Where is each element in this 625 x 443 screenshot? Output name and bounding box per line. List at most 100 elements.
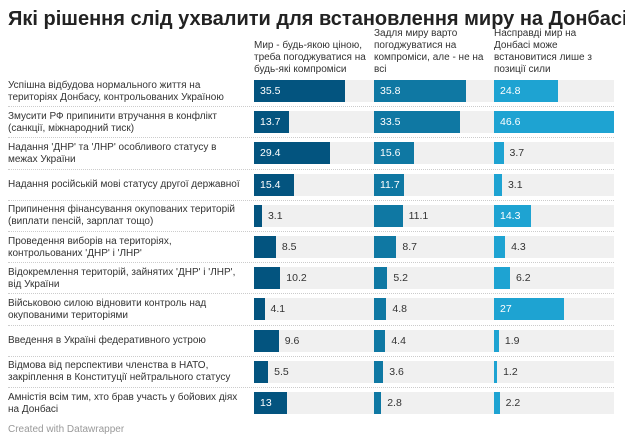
bar-track: 35.8 bbox=[374, 80, 494, 102]
row-label: Військовою силою відновити контроль над … bbox=[8, 297, 207, 321]
value-label: 13 bbox=[260, 397, 272, 409]
row-label: Змусити РФ припинити втручання в конфлік… bbox=[8, 110, 217, 134]
table-row: Надання російській мові статусу другої д… bbox=[8, 168, 614, 205]
row-divider bbox=[8, 387, 614, 388]
bar-track: 35.5 bbox=[254, 80, 374, 102]
value-label: 33.5 bbox=[380, 116, 401, 129]
value-label: 1.2 bbox=[503, 365, 518, 378]
value-label: 27 bbox=[500, 303, 512, 316]
value-label: 5.2 bbox=[393, 272, 408, 285]
value-label: 4.3 bbox=[511, 241, 526, 253]
bar-track: 13.7 bbox=[254, 111, 374, 134]
bar bbox=[254, 329, 279, 352]
row-divider bbox=[8, 262, 614, 264]
bar-track: 46.6 bbox=[494, 111, 614, 134]
row-label: Припинення фінансування окупованих терит… bbox=[8, 204, 235, 228]
row-label: Успішна відбудова нормального життя на т… bbox=[8, 79, 224, 103]
bar bbox=[254, 204, 262, 227]
value-label: 4.1 bbox=[270, 303, 286, 316]
bar-track: 3.1 bbox=[494, 173, 614, 196]
value-label: 6.2 bbox=[515, 272, 531, 285]
table-row: Успішна відбудова нормального життя на т… bbox=[8, 80, 614, 111]
bar-track: 13 bbox=[254, 392, 374, 414]
value-label: 46.6 bbox=[500, 116, 521, 129]
bar bbox=[254, 392, 288, 414]
table-row: Введення в Україні федеративного устрою 9… bbox=[8, 324, 614, 361]
bar bbox=[374, 360, 384, 383]
row-label: Відокремлення територій, зайнятих 'ДНР' … bbox=[8, 266, 236, 290]
column-header-text: Задля миру варто погоджуватися на компро… bbox=[374, 28, 484, 75]
bar-track: 2.8 bbox=[374, 392, 494, 414]
value-label: 2.8 bbox=[387, 397, 402, 409]
value-label: 9.6 bbox=[284, 334, 300, 347]
column-header-text: Мир - будь-якою ціною, треба погоджувати… bbox=[254, 40, 366, 75]
value-label: 1.9 bbox=[504, 334, 520, 347]
bar-track: 4.8 bbox=[374, 298, 494, 321]
row-label: Надання російській мові статусу другої д… bbox=[8, 179, 240, 191]
bar-track: 1.9 bbox=[494, 329, 614, 352]
bar bbox=[254, 298, 265, 321]
footer-credit: Created with Datawrapper bbox=[8, 424, 125, 435]
bar-track: 27 bbox=[494, 298, 614, 321]
bar-track: 4.3 bbox=[494, 236, 614, 258]
row-divider bbox=[8, 231, 614, 232]
bar-track: 5.2 bbox=[374, 267, 494, 290]
bar bbox=[254, 111, 290, 134]
bar-track: 10.2 bbox=[254, 267, 374, 290]
bar-track: 15.4 bbox=[254, 173, 374, 196]
value-label: 11.1 bbox=[408, 209, 429, 222]
bar bbox=[494, 298, 564, 321]
bar bbox=[374, 80, 467, 102]
bar-track: 14.3 bbox=[494, 204, 614, 227]
bar-track: 24.8 bbox=[494, 80, 614, 102]
bar bbox=[254, 173, 294, 196]
table-row: Відмова від перспективи членства в НАТО,… bbox=[8, 355, 614, 392]
bar-track: 9.6 bbox=[254, 329, 374, 352]
value-label: 3.1 bbox=[267, 209, 283, 222]
row-label: Проведення виборів на територіях, контро… bbox=[8, 235, 172, 259]
bar-track: 8.5 bbox=[254, 236, 374, 258]
row-divider bbox=[8, 293, 614, 295]
value-label: 15.4 bbox=[260, 178, 281, 191]
bar-track: 11.7 bbox=[374, 173, 494, 196]
bar bbox=[374, 298, 387, 321]
table-row: Змусити РФ припинити втручання в конфлік… bbox=[8, 106, 614, 142]
row-label: Введення в Україні федеративного устрою bbox=[8, 335, 206, 347]
bar bbox=[494, 204, 531, 227]
value-label: 5.5 bbox=[274, 365, 289, 378]
bar-track: 4.1 bbox=[254, 298, 374, 321]
bar bbox=[494, 173, 502, 196]
bar-track: 15.6 bbox=[374, 142, 494, 165]
column-header-text: Насправді мир на Донбасі може встановити… bbox=[494, 28, 592, 75]
value-label: 11.7 bbox=[380, 178, 400, 191]
value-label: 3.6 bbox=[389, 365, 404, 378]
table-row: Відокремлення територій, зайнятих 'ДНР' … bbox=[8, 262, 614, 298]
value-label: 10.2 bbox=[286, 272, 307, 285]
bar bbox=[494, 329, 499, 352]
bar-track: 29.4 bbox=[254, 142, 374, 165]
bar bbox=[254, 360, 269, 383]
column-header: Насправді мир на Донбасі може встановити… bbox=[494, 0, 614, 76]
bar bbox=[374, 236, 397, 258]
row-divider bbox=[8, 106, 614, 108]
bar bbox=[254, 142, 330, 165]
bar bbox=[254, 80, 346, 102]
column-header: Задля миру варто погоджуватися на компро… bbox=[374, 0, 494, 76]
column-header: Мир - будь-якою ціною, треба погоджувати… bbox=[254, 0, 374, 76]
value-label: 29.4 bbox=[260, 147, 281, 160]
value-label: 3.7 bbox=[509, 147, 525, 160]
table-row: Амністія всім тим, хто брав участь у бой… bbox=[8, 387, 614, 423]
value-label: 15.6 bbox=[380, 147, 401, 160]
bar-track: 8.7 bbox=[374, 236, 494, 258]
bar-track: 3.1 bbox=[254, 204, 374, 227]
bar bbox=[374, 111, 461, 134]
value-label: 3.1 bbox=[507, 178, 523, 191]
bar bbox=[494, 236, 506, 258]
bar bbox=[494, 80, 558, 102]
table-row: Надання 'ДНР' та 'ЛНР' особливого статус… bbox=[8, 137, 614, 173]
bar-track: 11.1 bbox=[374, 204, 494, 227]
row-divider bbox=[8, 137, 614, 139]
row-divider bbox=[8, 355, 614, 357]
table-row: Проведення виборів на територіях, контро… bbox=[8, 231, 614, 267]
bar-track: 6.2 bbox=[494, 267, 614, 290]
